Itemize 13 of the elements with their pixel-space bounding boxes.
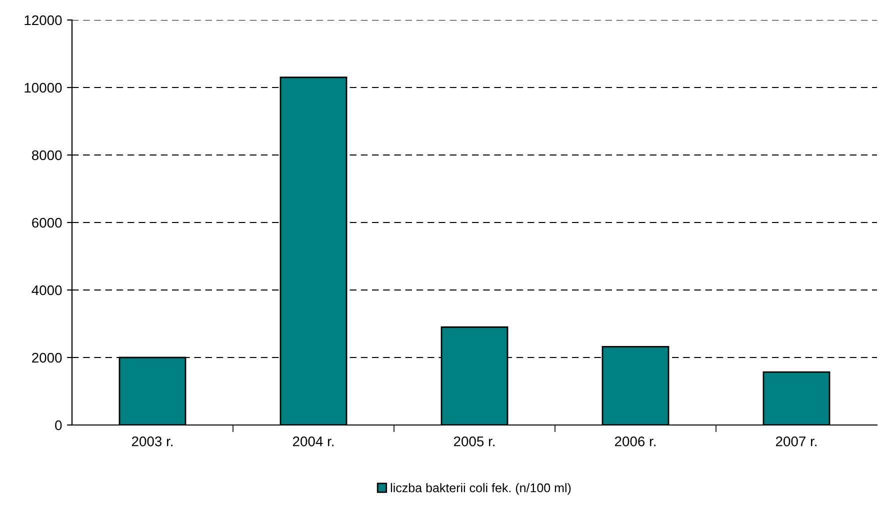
x-tick-label: 2004 r. [292, 436, 334, 446]
y-tick-label: 8000 [32, 150, 62, 160]
y-tick-label: 2000 [32, 352, 62, 363]
y-tick-label: 0 [55, 420, 62, 430]
x-tick-label: 2005 r. [454, 436, 494, 446]
y-tick-label: 6000 [32, 218, 62, 228]
y-tick-label: 12000 [24, 15, 62, 26]
x-tick-label: 2003 r. [132, 436, 172, 446]
y-tick-label: 4000 [32, 285, 62, 296]
x-tick-label: 2007 r. [776, 436, 816, 446]
y-tick-label: 10000 [24, 82, 62, 93]
legend-label: liczba bakterii coli fek. (n/100 ml) [390, 483, 571, 495]
x-tick-label: 2006 r. [614, 436, 656, 446]
